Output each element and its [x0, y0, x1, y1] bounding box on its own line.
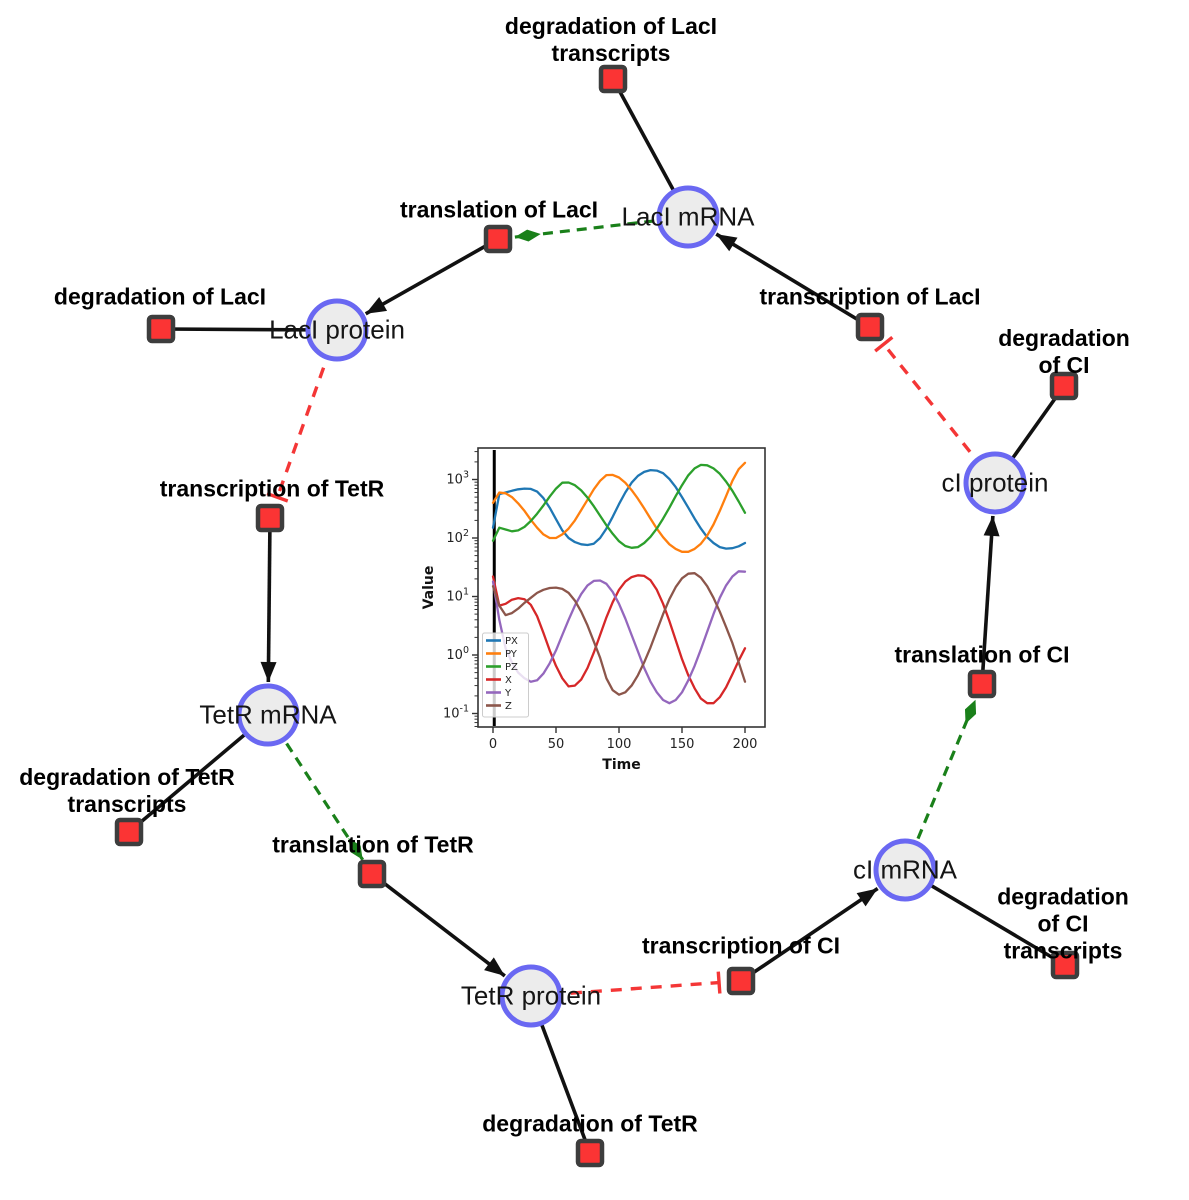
x-tick-label: 100 [607, 737, 632, 752]
production-edge-translation_tetr-tetr_protein [370, 872, 506, 978]
production-edge-transcription_tetr-tetr_mrna [260, 517, 277, 683]
x-axis-label: Time [602, 757, 640, 773]
species-node-ci_mrna[interactable] [873, 838, 937, 902]
production-edge-transcription_laci-laci_mrna [715, 232, 871, 329]
legend-label-Z: Z [505, 701, 512, 712]
reaction-node-translation_ci[interactable] [967, 669, 997, 699]
production-edge-translation_ci-ci_protein [980, 515, 1000, 685]
reaction-node-translation_tetr[interactable] [357, 859, 387, 889]
production-edge-translation_laci-laci_protein [364, 237, 499, 316]
species-node-laci_protein[interactable] [305, 298, 369, 362]
species-node-laci_mrna[interactable] [656, 185, 720, 249]
chart-frame [477, 447, 766, 728]
y-axis-label: Value [421, 566, 437, 610]
edges-layer [127, 78, 1066, 1154]
chart-series-PZ [491, 463, 747, 549]
legend-label-Y: Y [504, 688, 512, 699]
reaction-node-deg_laci[interactable] [146, 314, 176, 344]
legend-label-X: X [505, 675, 512, 686]
legend-label-PZ: PZ [505, 662, 518, 673]
x-tick-label: 0 [489, 737, 497, 752]
chart-series-X [491, 574, 747, 705]
modifier-edge-laci_mrna-translation_laci [514, 215, 689, 242]
nodes-layer [114, 64, 1080, 1168]
reaction-node-deg_ci[interactable] [1049, 371, 1079, 401]
chart-legend: PX PY PZ XYZ [482, 632, 529, 718]
reaction-node-deg_tetr[interactable] [575, 1138, 605, 1168]
reaction-node-transcription_laci[interactable] [855, 312, 885, 342]
reaction-node-transcription_tetr[interactable] [255, 503, 285, 533]
x-tick-label: 150 [670, 737, 695, 752]
reaction-node-deg_laci_tx[interactable] [598, 64, 628, 94]
production-edge-transcription_ci-ci_mrna [739, 887, 879, 983]
chart-series-PX [491, 468, 747, 550]
modifier-edge-tetr_mrna-translation_tetr [266, 714, 365, 861]
x-tick-label: 50 [548, 737, 565, 752]
x-tick-label: 200 [733, 737, 758, 752]
species-node-ci_protein[interactable] [963, 451, 1027, 515]
chart-series-Y [491, 570, 747, 705]
species-node-tetr_mrna[interactable] [236, 683, 300, 747]
inhibition-tee-tetr_protein-transcription_ci [716, 971, 722, 994]
chart-series-PY [491, 461, 747, 553]
species-node-tetr_protein[interactable] [499, 964, 563, 1028]
reaction-node-transcription_ci[interactable] [726, 966, 756, 996]
reaction-node-deg_tetr_tx[interactable] [114, 817, 144, 847]
reaction-node-translation_laci[interactable] [483, 224, 513, 254]
inhibition-tee-laci_protein-transcription_tetr [266, 491, 289, 503]
inhibition-tee-ci_protein-transcription_laci [874, 335, 894, 353]
legend-label-PX: PX [505, 636, 518, 647]
modifier-edge-ci_mrna-translation_ci [903, 699, 977, 871]
chart-series-Z [491, 572, 747, 696]
legend-label-PY: PY [505, 649, 518, 660]
reaction-node-deg_ci_tx[interactable] [1050, 950, 1080, 980]
